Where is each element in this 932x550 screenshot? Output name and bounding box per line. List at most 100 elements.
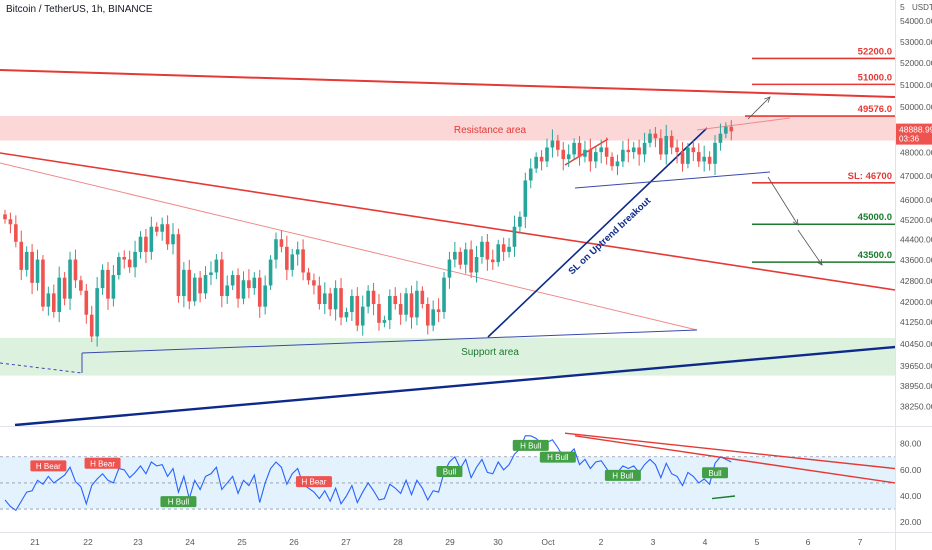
candle [675,139,679,164]
y-tick-label: 39650.00 [900,361,932,371]
candle [290,248,295,277]
x-tick-label: 25 [237,537,247,547]
x-tick-label: 23 [133,537,143,547]
candle [377,293,381,331]
candle [73,249,78,289]
candle [545,138,549,168]
last-price-countdown: 03:36 [899,135,920,144]
candle [171,223,175,255]
candle [355,287,360,332]
candle [182,262,186,308]
candle [241,271,246,305]
chart-title: Bitcoin / TetherUS, 1h, BINANCE [6,4,153,15]
candle [491,249,495,270]
y-tick-label: 53000.00 [900,37,932,47]
rsi-signal-label: H Bear [295,476,332,488]
candle [512,215,517,257]
candle [252,272,257,295]
y-tick-label: 43600.00 [900,255,932,265]
candle [100,264,105,295]
long-term-support-line [14,345,896,427]
candle [57,266,61,323]
rsi-signal-label: H Bull [160,496,197,508]
candle [415,280,419,326]
y-tick-label: 41250.00 [900,317,932,327]
upper-descending-trendline [0,69,896,98]
candle [3,209,7,224]
candle [696,143,701,168]
channel-lower-line [574,171,771,189]
candle [561,142,566,171]
candle [393,287,398,310]
candle [144,228,148,264]
candle [485,233,490,271]
candle [46,286,51,316]
x-tick-label: 30 [493,537,503,547]
x-tick-label: 22 [83,537,93,547]
candle [583,140,587,163]
candle [610,152,614,171]
candle [295,241,300,266]
level-label: SL: 46700 [848,171,892,182]
candle [648,129,652,148]
candle [621,140,625,168]
svg-text:H Bull: H Bull [612,471,634,480]
candle [588,138,593,172]
candle [19,230,24,280]
x-tick-label: 5 [755,537,760,547]
x-tick-label: 7 [858,537,863,547]
x-tick-label: 29 [445,537,455,547]
candle [642,132,647,163]
level-label: 43500.0 [858,250,892,261]
candle [257,269,262,318]
svg-text:Bull: Bull [708,469,722,478]
svg-text:H Bear: H Bear [90,459,115,468]
candle [106,262,110,310]
rsi-y-tick-label: 20.00 [900,517,922,527]
candle [214,253,219,280]
candle [333,280,338,321]
candle [138,231,143,259]
currency-label: USDT [912,3,932,12]
rsi-signal-label: H Bear [30,460,67,472]
candle [225,275,230,304]
candle [371,282,376,316]
rsi-signal-label: H Bull [512,439,549,451]
resistance-zone [0,116,895,141]
candle [659,129,663,161]
candle [268,255,273,290]
candle [339,278,343,326]
candle [431,300,435,332]
candle [507,237,511,258]
candle [198,270,202,303]
candle [274,232,278,269]
candle [187,259,192,310]
x-tick-label: 3 [651,537,656,547]
x-tick-label: 6 [806,537,811,547]
candle [409,285,414,329]
candle [463,242,468,274]
candle [317,276,322,310]
candle [496,239,501,267]
candle [480,236,484,264]
level-label: 52200.0 [858,46,892,57]
rsi-y-tick-label: 40.00 [900,491,922,501]
candle [176,228,181,303]
candle [599,139,603,164]
candle [328,287,332,317]
y-tick-label: 38950.00 [900,381,932,391]
rsi-divergence-line-2 [574,435,896,484]
candle [306,267,311,285]
x-tick-label: 28 [393,537,403,547]
x-tick-label: 24 [185,537,195,547]
y-tick-label: 45200.00 [900,215,932,225]
candle [702,145,706,172]
rsi-y-tick-label: 60.00 [900,465,922,475]
candle [669,130,674,155]
wedge-upper-line [696,117,791,131]
uptrend-line [487,127,708,338]
rsi-divergence-line-1 [564,432,896,470]
